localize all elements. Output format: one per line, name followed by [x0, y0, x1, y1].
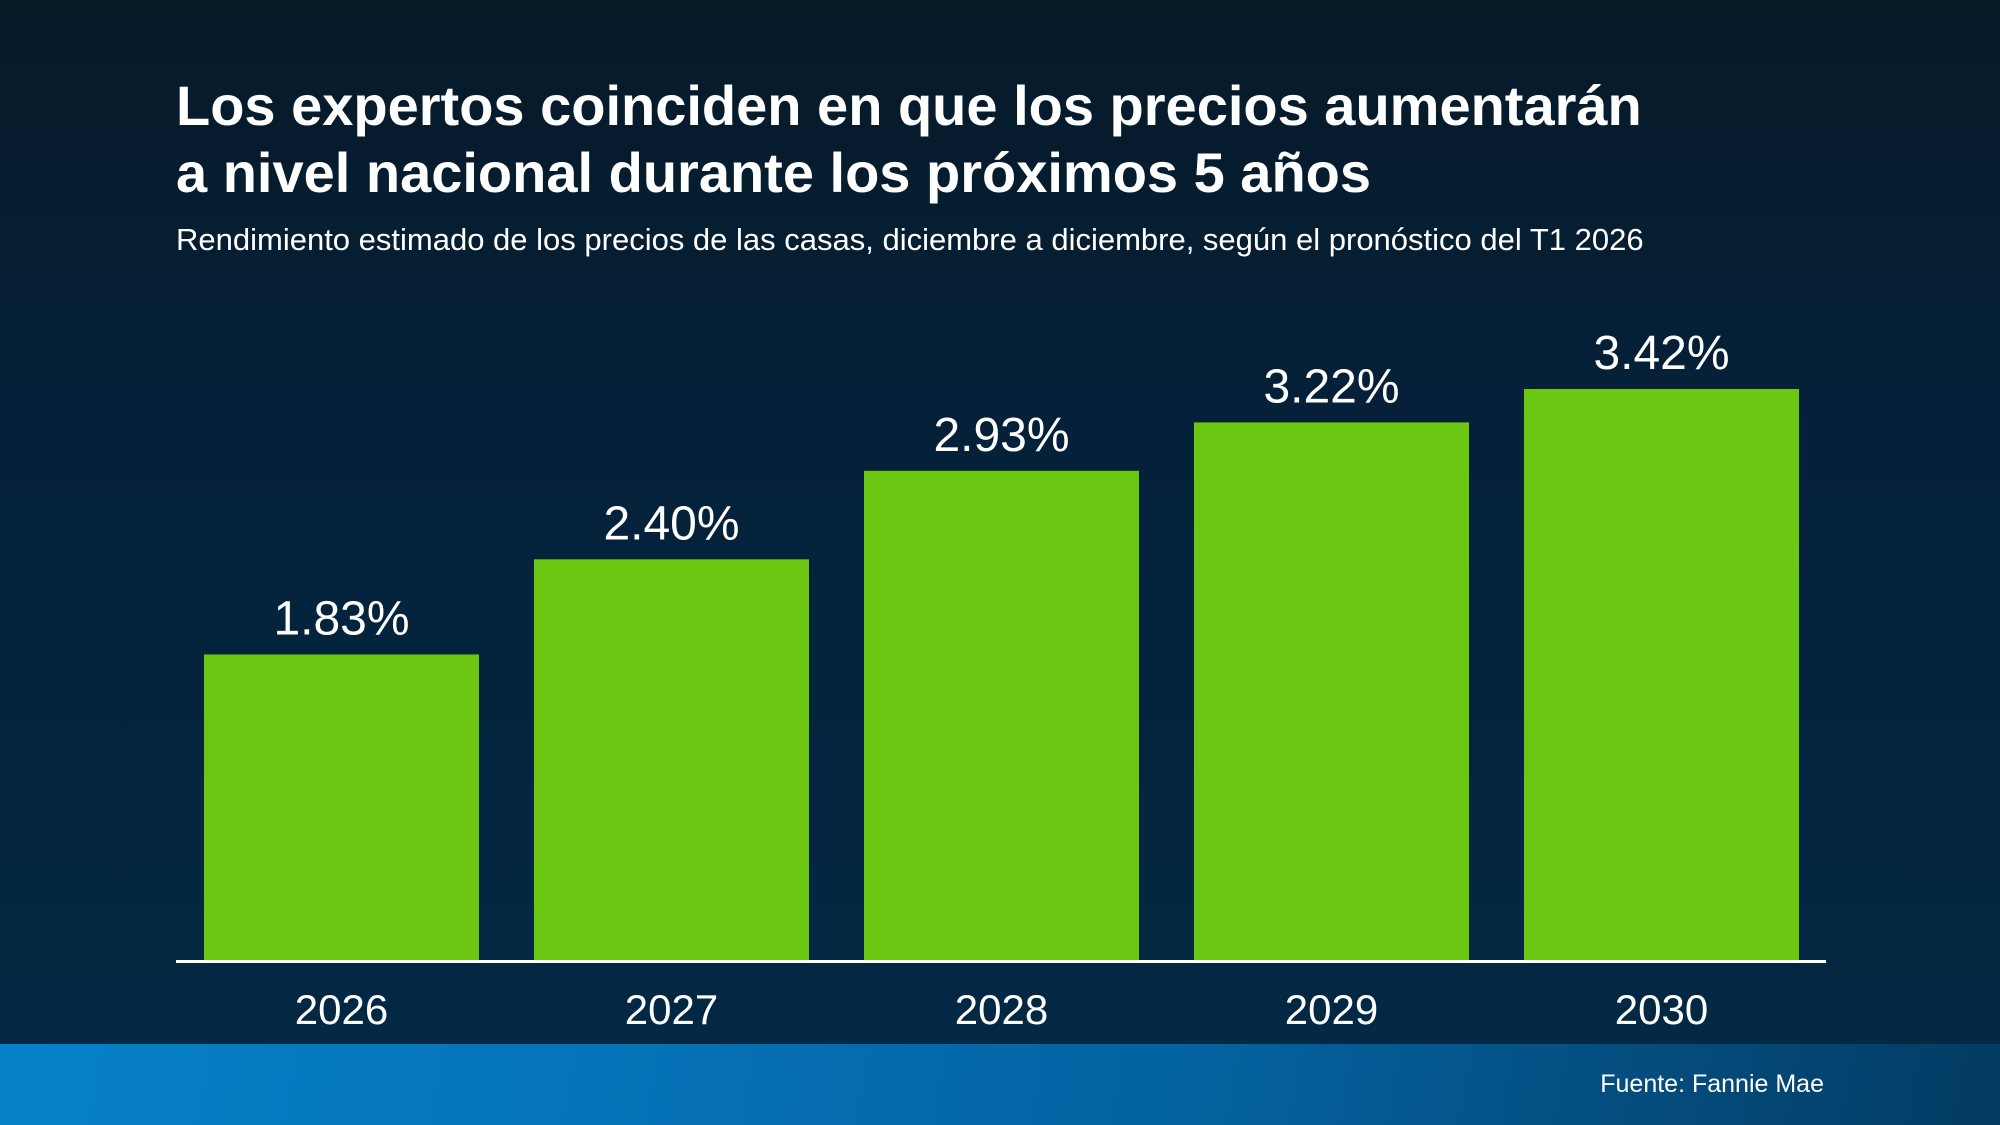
- bar-2029: [1194, 422, 1469, 960]
- bar-2027: [534, 559, 809, 960]
- footer-band: [0, 1044, 2000, 1125]
- chart-title-line-2: a nivel nacional durante los próximos 5 …: [176, 141, 1372, 204]
- bar-2026: [204, 654, 479, 960]
- x-tick-label-2029: 2029: [1285, 986, 1378, 1033]
- value-label-2027: 2.40%: [603, 497, 739, 550]
- value-label-2029: 3.22%: [1263, 360, 1399, 413]
- bar-2030: [1524, 389, 1799, 960]
- value-label-2028: 2.93%: [933, 409, 1069, 462]
- x-tick-label-2027: 2027: [625, 986, 718, 1033]
- value-labels-group: 1.83% 2.40% 2.93% 3.22% 3.42%: [273, 327, 1729, 645]
- chart-title-line-1: Los expertos coinciden en que los precio…: [176, 74, 1642, 137]
- source-note: Fuente: Fannie Mae: [1600, 1070, 1824, 1098]
- value-label-2030: 3.42%: [1593, 327, 1729, 380]
- x-tick-label-2028: 2028: [955, 986, 1048, 1033]
- chart-title: Los expertos coinciden en que los precio…: [176, 72, 1876, 206]
- x-tick-label-2030: 2030: [1615, 986, 1708, 1033]
- x-tick-labels-group: 2026 2027 2028 2029 2030: [295, 986, 1708, 1033]
- value-label-2026: 1.83%: [273, 592, 409, 645]
- x-tick-label-2026: 2026: [295, 986, 388, 1033]
- bars-group: [204, 389, 1799, 960]
- chart-subtitle: Rendimiento estimado de los precios de l…: [176, 222, 1644, 257]
- bar-2028: [864, 470, 1139, 960]
